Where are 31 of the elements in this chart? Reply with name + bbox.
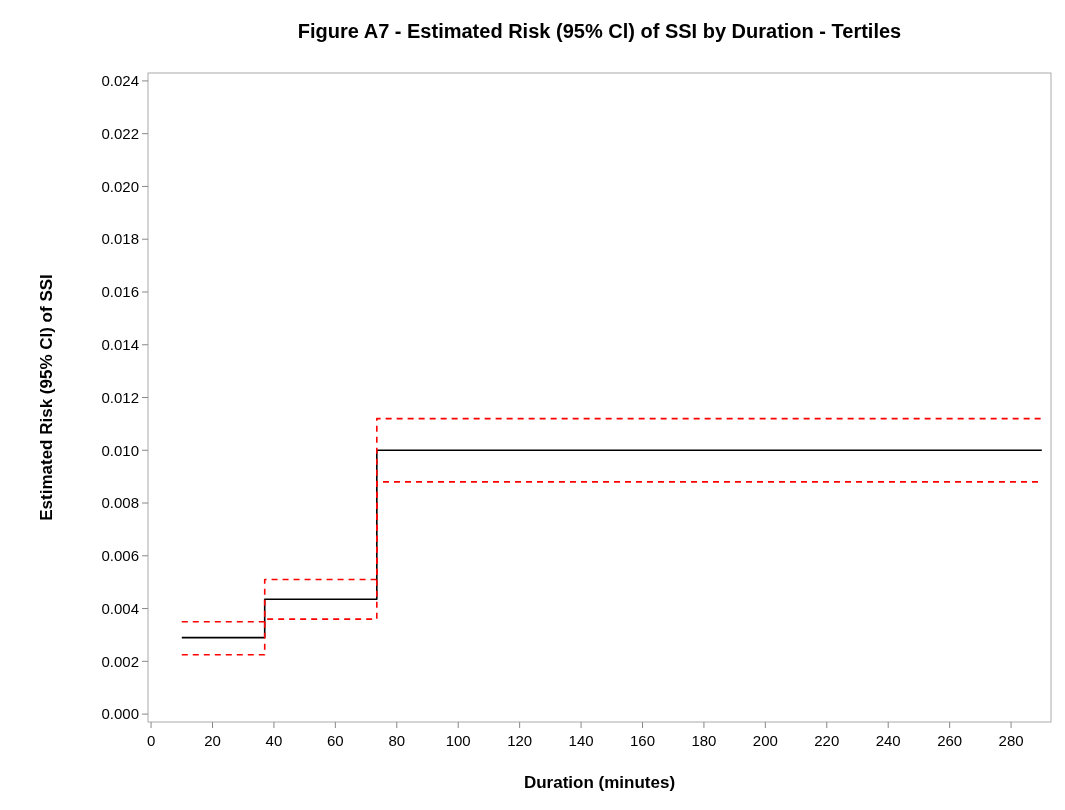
y-tick-label: 0.010 (101, 441, 139, 459)
x-tick-label: 40 (265, 732, 283, 749)
x-tick-label: 260 (937, 732, 963, 749)
y-tick-label: 0.020 (101, 177, 139, 195)
y-tick-label: 0.004 (101, 599, 139, 617)
x-tick-label: 240 (875, 732, 901, 749)
x-tick-label: 160 (629, 732, 656, 749)
y-tick-label: 0.008 (101, 494, 139, 512)
y-tick-label: 0.006 (101, 547, 139, 565)
y-tick-label: 0.022 (101, 124, 139, 142)
x-tick-label: 200 (752, 732, 778, 749)
x-tick-label: 60 (327, 732, 344, 749)
x-tick-label: 120 (507, 732, 533, 749)
y-tick-label: 0.012 (101, 388, 139, 406)
y-tick-label: 0.002 (101, 652, 139, 670)
y-tick-label: 0.014 (101, 335, 139, 353)
y-tick-label: 0.024 (101, 72, 139, 90)
x-tick-label: 80 (388, 732, 406, 749)
x-tick-label: 100 (445, 732, 471, 749)
x-tick-label: 220 (814, 732, 840, 749)
x-tick-label: 140 (568, 732, 594, 749)
y-axis-title: Estimated Risk (95% Cl) of SSI (37, 274, 56, 521)
x-tick-label: 280 (998, 732, 1024, 749)
x-tick-label: 20 (204, 732, 221, 749)
x-axis-title: Duration (minutes) (523, 773, 676, 792)
y-tick-label: 0.016 (101, 283, 139, 301)
x-tick-label: 0 (146, 732, 156, 749)
x-tick-label: 180 (691, 732, 717, 749)
chart-title: Figure A7 - Estimated Risk (95% Cl) of SSI by Duration - Tertiles (297, 20, 902, 42)
y-tick-label: 0.018 (101, 230, 139, 248)
y-tick-label: 0.000 (101, 705, 139, 723)
